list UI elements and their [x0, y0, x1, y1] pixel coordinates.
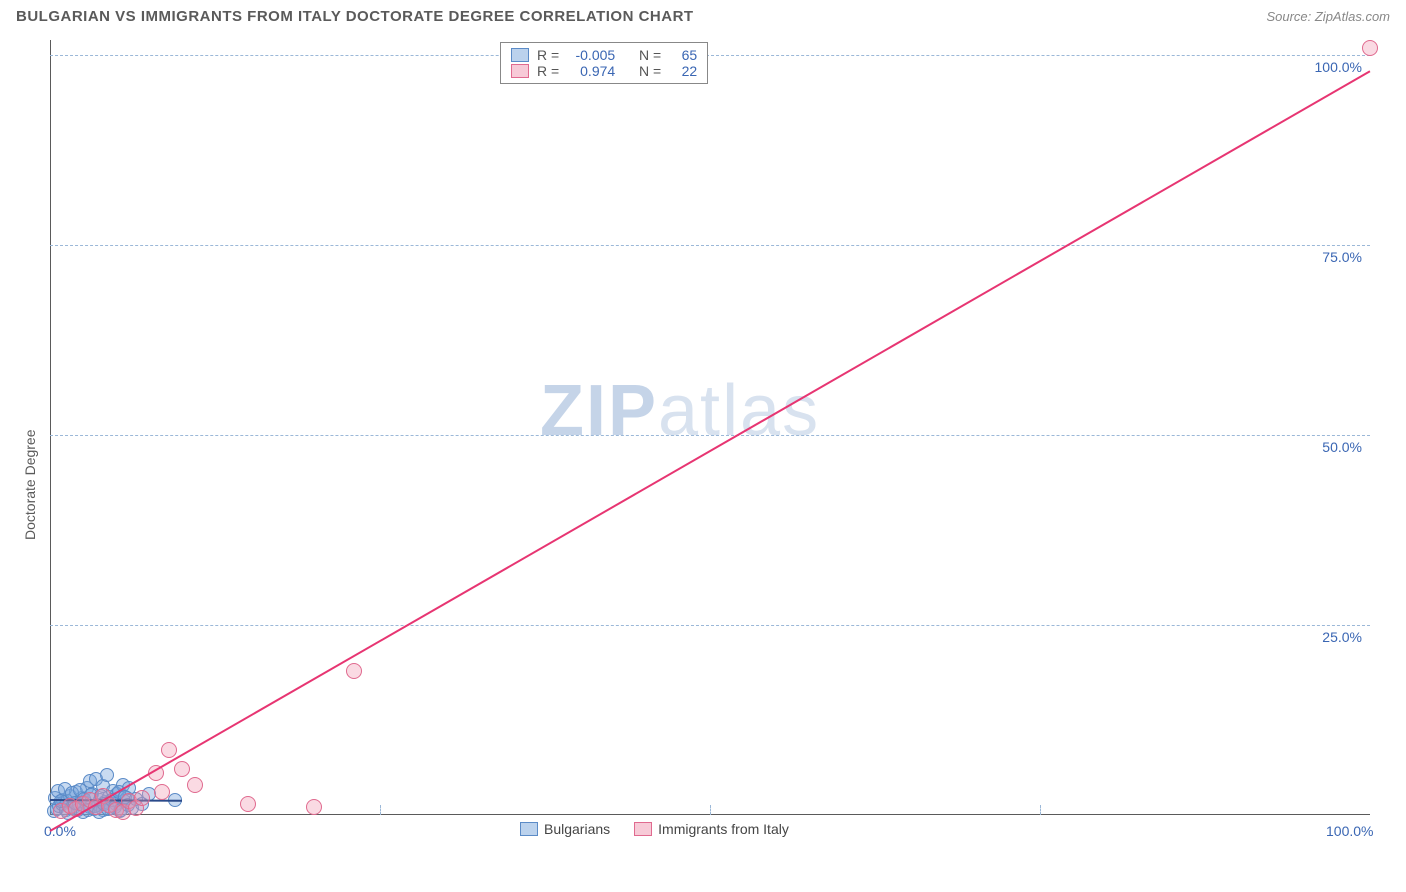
x-tick	[710, 805, 711, 815]
gridline	[50, 435, 1370, 436]
legend-swatch	[511, 48, 529, 62]
stats-legend: R = -0.005 N = 65 R = 0.974 N = 22	[500, 42, 708, 84]
y-tick-label: 50.0%	[1302, 439, 1362, 455]
legend-swatch	[520, 822, 538, 836]
x-tick-label: 100.0%	[1326, 823, 1373, 839]
legend-item: Immigrants from Italy	[634, 821, 789, 837]
data-point	[187, 777, 203, 793]
r-label: R =	[537, 47, 559, 63]
source-label: Source: ZipAtlas.com	[1266, 9, 1390, 24]
data-point	[100, 768, 114, 782]
data-point	[240, 796, 256, 812]
y-axis-label: Doctorate Degree	[22, 429, 38, 540]
legend-label: Immigrants from Italy	[658, 821, 789, 837]
x-tick	[1040, 805, 1041, 815]
data-point	[346, 663, 362, 679]
stats-row: R = 0.974 N = 22	[511, 63, 697, 79]
r-value: 0.974	[567, 63, 615, 79]
data-point	[161, 742, 177, 758]
y-tick-label: 25.0%	[1302, 629, 1362, 645]
data-point	[1362, 40, 1378, 56]
data-point	[306, 799, 322, 815]
n-value: 65	[669, 47, 697, 63]
data-point	[154, 784, 170, 800]
x-tick	[380, 805, 381, 815]
legend-swatch	[511, 64, 529, 78]
legend-swatch	[634, 822, 652, 836]
gridline	[50, 245, 1370, 246]
r-label: R =	[537, 63, 559, 79]
legend-label: Bulgarians	[544, 821, 610, 837]
n-label: N =	[639, 47, 661, 63]
stats-row: R = -0.005 N = 65	[511, 47, 697, 63]
n-value: 22	[669, 63, 697, 79]
gridline	[50, 625, 1370, 626]
n-label: N =	[639, 63, 661, 79]
plot-area	[50, 40, 1370, 815]
r-value: -0.005	[567, 47, 615, 63]
legend-item: Bulgarians	[520, 821, 610, 837]
y-tick-label: 75.0%	[1302, 249, 1362, 265]
chart-title: BULGARIAN VS IMMIGRANTS FROM ITALY DOCTO…	[16, 8, 694, 25]
y-tick-label: 100.0%	[1302, 59, 1362, 75]
data-point	[134, 790, 150, 806]
series-legend: Bulgarians Immigrants from Italy	[520, 821, 789, 837]
data-point	[174, 761, 190, 777]
gridline	[50, 55, 1370, 56]
chart-header: BULGARIAN VS IMMIGRANTS FROM ITALY DOCTO…	[0, 0, 1406, 25]
scatter-chart: Doctorate Degree ZIPatlas 25.0%50.0%75.0…	[50, 40, 1390, 835]
